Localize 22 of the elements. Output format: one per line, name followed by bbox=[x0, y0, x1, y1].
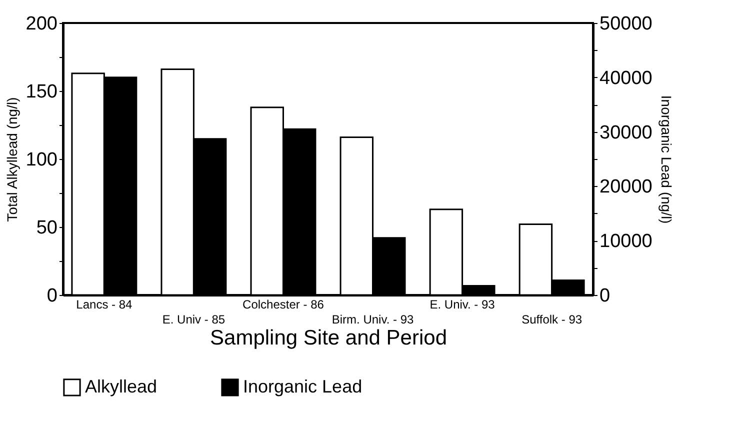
y-tick-label: 150 bbox=[26, 82, 58, 102]
x-tick-label: Birm. Univ. - 93 bbox=[332, 312, 414, 326]
x-tick-label: E. Univ. - 93 bbox=[430, 298, 496, 312]
x-tick-label: Colchester - 86 bbox=[242, 298, 324, 312]
y-axis-title: Total Alkyllead (ng/l) bbox=[4, 97, 20, 222]
y-tick-label: 50 bbox=[36, 218, 58, 238]
x-tick-label: Lancs - 84 bbox=[76, 298, 133, 312]
y2-tick-label: 40000 bbox=[600, 68, 652, 89]
y2-axis-title: Inorganic Lead (ng/l) bbox=[658, 95, 674, 224]
legend-label: Inorganic Lead bbox=[243, 376, 362, 396]
legend-label: Alkyllead bbox=[85, 376, 158, 396]
y-tick-label: 100 bbox=[26, 150, 58, 170]
x-axis-title: Sampling Site and Period bbox=[210, 326, 447, 350]
y2-tick-label: 30000 bbox=[600, 122, 652, 144]
y2-tick-label: 20000 bbox=[600, 176, 652, 198]
y2-tick-label: 0 bbox=[600, 286, 610, 306]
x-tick-label: E. Univ - 85 bbox=[162, 312, 226, 326]
y-tick-label: 0 bbox=[46, 286, 58, 306]
y-tick-label: 200 bbox=[26, 14, 58, 34]
y2-tick-label: 50000 bbox=[600, 14, 652, 34]
x-tick-label: Suffolk - 93 bbox=[522, 312, 582, 326]
y2-tick-label: 10000 bbox=[600, 231, 652, 252]
